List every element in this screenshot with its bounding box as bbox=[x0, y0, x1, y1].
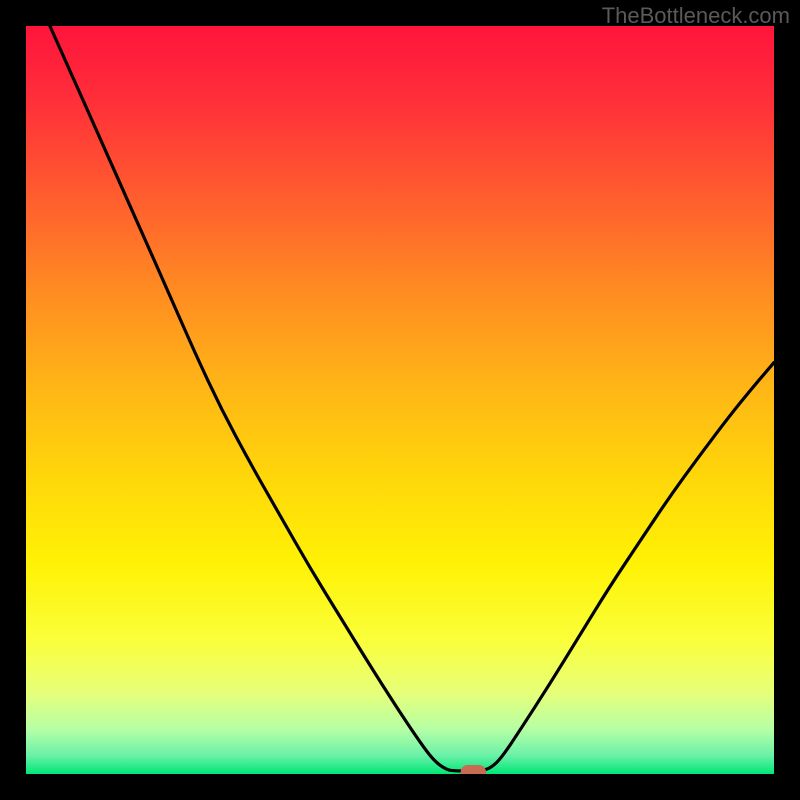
watermark-text: TheBottleneck.com bbox=[602, 3, 790, 29]
gradient-background bbox=[26, 26, 774, 774]
chart-stage: TheBottleneck.com bbox=[0, 0, 800, 800]
chart-svg bbox=[0, 0, 800, 800]
